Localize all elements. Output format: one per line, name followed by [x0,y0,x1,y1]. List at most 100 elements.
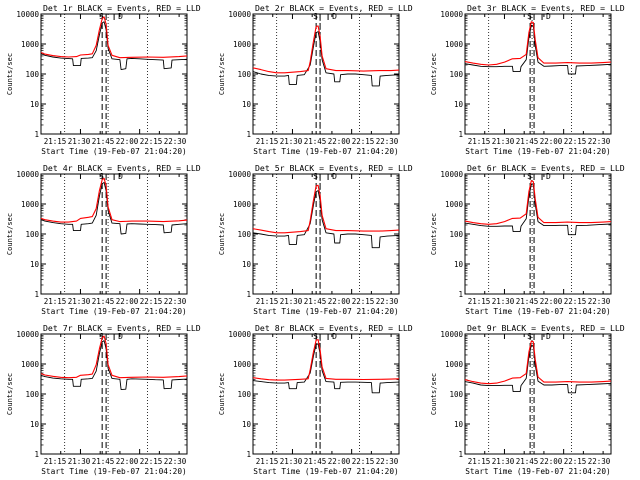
y-tick-label: 10000 [16,170,39,179]
flag-label-s: S [99,332,104,341]
y-axis-label: Counts/sec [6,213,14,255]
series-line-events [464,344,612,394]
flag-label-d: D [546,12,551,21]
x-tick-label: 21:15 [44,457,67,466]
series-line-lld [252,25,400,74]
x-tick-label: 22:00 [540,297,563,306]
y-tick-label: 10000 [228,10,251,19]
x-tick-label: 21:30 [492,137,515,146]
y-tick-label: 100 [237,390,251,399]
x-axis-label: Start Time (19-Feb-07 21:04:20) [253,307,399,316]
x-tick-label: 21:45 [304,457,327,466]
x-tick-label: 22:30 [376,457,399,466]
flag-label-s: S [527,172,532,181]
x-tick-label: 21:15 [468,457,491,466]
y-tick-label: 100 [449,230,463,239]
y-tick-label: 10 [242,260,252,269]
y-tick-label: 100 [237,230,251,239]
y-tick-label: 100 [25,230,39,239]
y-tick-label: 1 [458,130,463,139]
y-tick-label: 1000 [21,40,40,49]
x-axis-label: Start Time (19-Feb-07 21:04:20) [41,307,187,316]
y-tick-label: 1000 [445,40,464,49]
x-tick-label: 21:30 [280,457,303,466]
flag-label-s: S [313,12,318,21]
y-axis-label: Counts/sec [218,373,226,415]
y-tick-label: 1 [458,450,463,459]
y-tick-label: 100 [449,390,463,399]
y-tick-label: 100 [25,70,39,79]
x-tick-label: 21:30 [68,457,91,466]
x-tick-label: 22:00 [116,297,139,306]
x-tick-label: 22:15 [352,297,375,306]
y-tick-label: 10000 [228,330,251,339]
flag-label-d: D [546,172,551,181]
y-axis-label: Counts/sec [430,213,438,255]
flag-label-s: S [527,12,532,21]
panel-title: Det 3r BLACK = Events, RED = LLD [467,3,625,13]
x-tick-label: 22:15 [564,457,587,466]
y-tick-label: 10 [454,260,464,269]
series-line-lld [464,21,612,66]
x-tick-label: 22:15 [564,137,587,146]
x-tick-label: 21:30 [68,297,91,306]
x-tick-label: 22:30 [376,137,399,146]
flag-label-d: D [118,332,123,341]
x-tick-label: 21:15 [44,297,67,306]
panel-title: Det 5r BLACK = Events, RED = LLD [255,163,413,173]
panel-title: Det 1r BLACK = Events, RED = LLD [43,3,201,13]
x-tick-label: 21:30 [280,137,303,146]
y-tick-label: 100 [449,70,463,79]
series-line-lld [252,339,400,381]
y-tick-label: 10 [454,100,464,109]
y-axis-label: Counts/sec [6,53,14,95]
x-tick-label: 22:30 [164,297,187,306]
y-axis-label: Counts/sec [430,373,438,415]
x-tick-label: 22:30 [164,137,187,146]
series-line-events [464,24,612,75]
y-axis-label: Counts/sec [6,373,14,415]
x-axis-label: Start Time (19-Feb-07 21:04:20) [465,307,611,316]
flag-label-s: S [527,332,532,341]
panel-title: Det 9r BLACK = Events, RED = LLD [467,323,625,333]
flag-label-d: D [332,172,337,181]
flag-label-d: D [546,332,551,341]
x-tick-label: 21:30 [492,457,515,466]
x-tick-label: 22:30 [588,457,611,466]
y-axis-label: Counts/sec [218,213,226,255]
x-tick-label: 21:15 [468,297,491,306]
y-tick-label: 10000 [440,10,463,19]
x-tick-label: 21:45 [516,137,539,146]
panel-title: Det 4r BLACK = Events, RED = LLD [43,163,201,173]
series-line-lld [40,335,188,379]
x-tick-label: 21:45 [92,137,115,146]
x-tick-label: 21:45 [304,137,327,146]
x-axis-label: Start Time (19-Feb-07 21:04:20) [465,147,611,156]
x-tick-label: 21:15 [44,137,67,146]
flag-label-s: S [313,332,318,341]
panel-title: Det 2r BLACK = Events, RED = LLD [255,3,413,13]
x-tick-label: 22:30 [164,457,187,466]
y-tick-label: 1 [246,290,251,299]
y-tick-label: 10000 [228,170,251,179]
y-tick-label: 10000 [16,330,39,339]
y-axis-label: Counts/sec [430,53,438,95]
y-tick-label: 1 [34,290,39,299]
y-tick-label: 10 [454,420,464,429]
x-tick-label: 22:00 [540,457,563,466]
x-tick-label: 22:30 [588,297,611,306]
series-line-lld [464,340,612,385]
y-tick-label: 10 [242,420,252,429]
series-line-lld [40,16,188,59]
y-tick-label: 10 [30,100,40,109]
y-tick-label: 10 [30,260,40,269]
series-line-lld [40,177,188,223]
series-line-lld [464,180,612,225]
y-tick-label: 10000 [440,170,463,179]
flag-label-d: D [118,12,123,21]
